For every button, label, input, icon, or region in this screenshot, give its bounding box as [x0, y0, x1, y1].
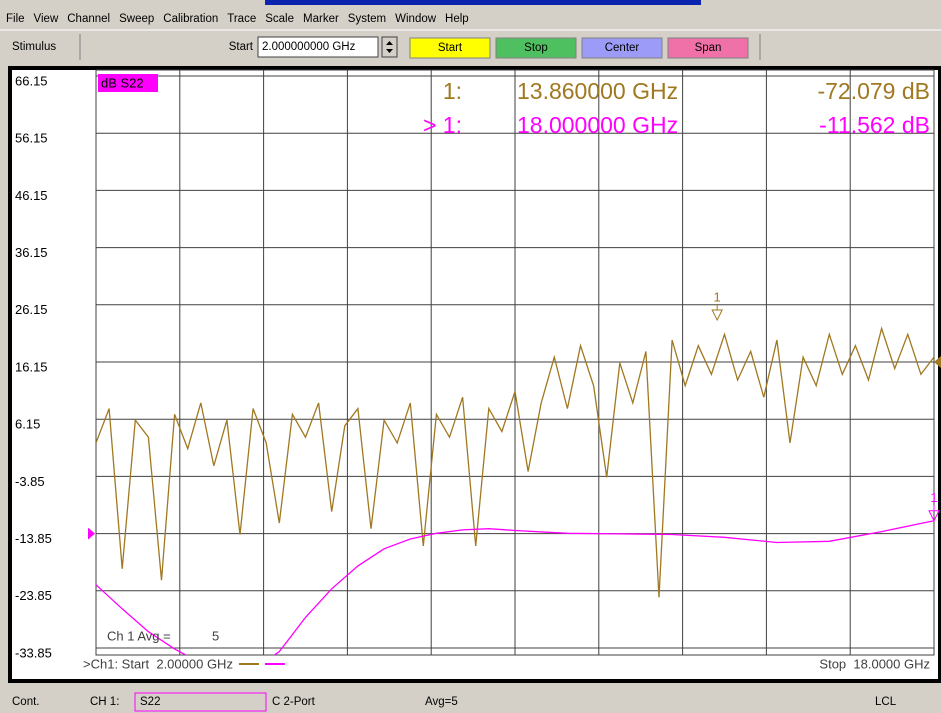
y-tick-label: 56.15 — [15, 131, 48, 146]
y-tick-label: 46.15 — [15, 188, 48, 203]
marker-number: 1 — [714, 289, 721, 304]
trace-label: dB S22 — [101, 75, 144, 90]
menu-item[interactable]: Channel — [67, 13, 110, 25]
title-bar-fragment — [265, 0, 701, 5]
menu-item[interactable]: File — [6, 13, 25, 25]
average-value: 5 — [212, 628, 219, 643]
spinner[interactable] — [381, 36, 398, 58]
button[interactable] — [409, 37, 491, 59]
marker-frequency: 13.860000 GHz — [517, 78, 678, 104]
start-input[interactable] — [257, 36, 379, 58]
y-tick-label: 6.15 — [15, 417, 40, 432]
marker-readout: -11.562 dB — [819, 112, 930, 138]
menu-item[interactable]: Calibration — [163, 13, 218, 25]
chart: 66.15 56.15 46.15 36.15 26.15 16.15 6.15 -3.85 -… — [15, 69, 941, 671]
menu-item[interactable]: System — [348, 13, 386, 25]
field-label: Start — [229, 41, 254, 53]
marker-label: > 1: — [423, 112, 462, 138]
y-tick-label: -23.85 — [15, 588, 52, 603]
y-tick-label: 66.15 — [15, 73, 48, 88]
status-mode: Cont. — [12, 696, 40, 708]
button-label: Center — [605, 42, 640, 54]
menu-item[interactable]: Scale — [265, 13, 294, 25]
marker-readout: -72.079 dB — [817, 78, 930, 104]
button[interactable] — [581, 37, 663, 59]
button-label: Stop — [524, 42, 548, 54]
marker-frequency: 18.000000 GHz — [517, 112, 678, 138]
trace — [96, 520, 934, 655]
button-label: Span — [695, 42, 722, 54]
menu-item[interactable]: View — [34, 13, 59, 25]
trace — [96, 326, 934, 598]
reference-indicator — [934, 356, 941, 368]
status-channel: CH 1: — [90, 696, 119, 708]
status-bar — [0, 688, 941, 713]
y-tick-label: 36.15 — [15, 245, 48, 260]
status-remote: LCL — [875, 696, 897, 708]
reference-indicator — [88, 527, 95, 540]
average-label: Ch 1 Avg = — [107, 628, 171, 643]
y-tick-label: 16.15 — [15, 359, 48, 374]
menu-bar: File View Channel Sweep Calibration Trace Scal… — [6, 13, 469, 25]
status-average: Avg=5 — [425, 696, 458, 708]
y-tick-label: -3.85 — [15, 474, 45, 489]
button[interactable] — [667, 37, 749, 59]
menu-item[interactable]: Help — [445, 13, 469, 25]
marker-number: 1 — [930, 490, 937, 505]
button-label: Start — [438, 42, 463, 54]
menu-item[interactable]: Trace — [227, 13, 256, 25]
menu-item[interactable]: Sweep — [119, 13, 154, 25]
status-parameter: S22 — [140, 696, 160, 708]
toolbar-label: Stimulus — [12, 41, 56, 53]
menu-item[interactable]: Marker — [303, 13, 339, 25]
button-group: Start Stop Center Span — [409, 37, 749, 59]
y-tick-label: -13.85 — [15, 531, 52, 546]
start-input-value: 2.000000000 GHz — [262, 41, 356, 53]
button[interactable] — [495, 37, 577, 59]
spinner-arrows — [386, 41, 393, 53]
start-label: >Ch1: Start 2.00000 GHz — [83, 656, 233, 671]
trace-label-box — [98, 74, 158, 92]
marker-label: 1: — [443, 78, 462, 104]
menu-item[interactable]: Window — [395, 13, 437, 25]
y-tick-label: -33.85 — [15, 645, 52, 660]
parameter-box — [134, 692, 267, 712]
stop-label: Stop 18.0000 GHz — [819, 656, 930, 671]
status-port: C 2-Port — [272, 696, 316, 708]
chart-panel — [12, 70, 938, 679]
y-tick-label: 26.15 — [15, 302, 48, 317]
